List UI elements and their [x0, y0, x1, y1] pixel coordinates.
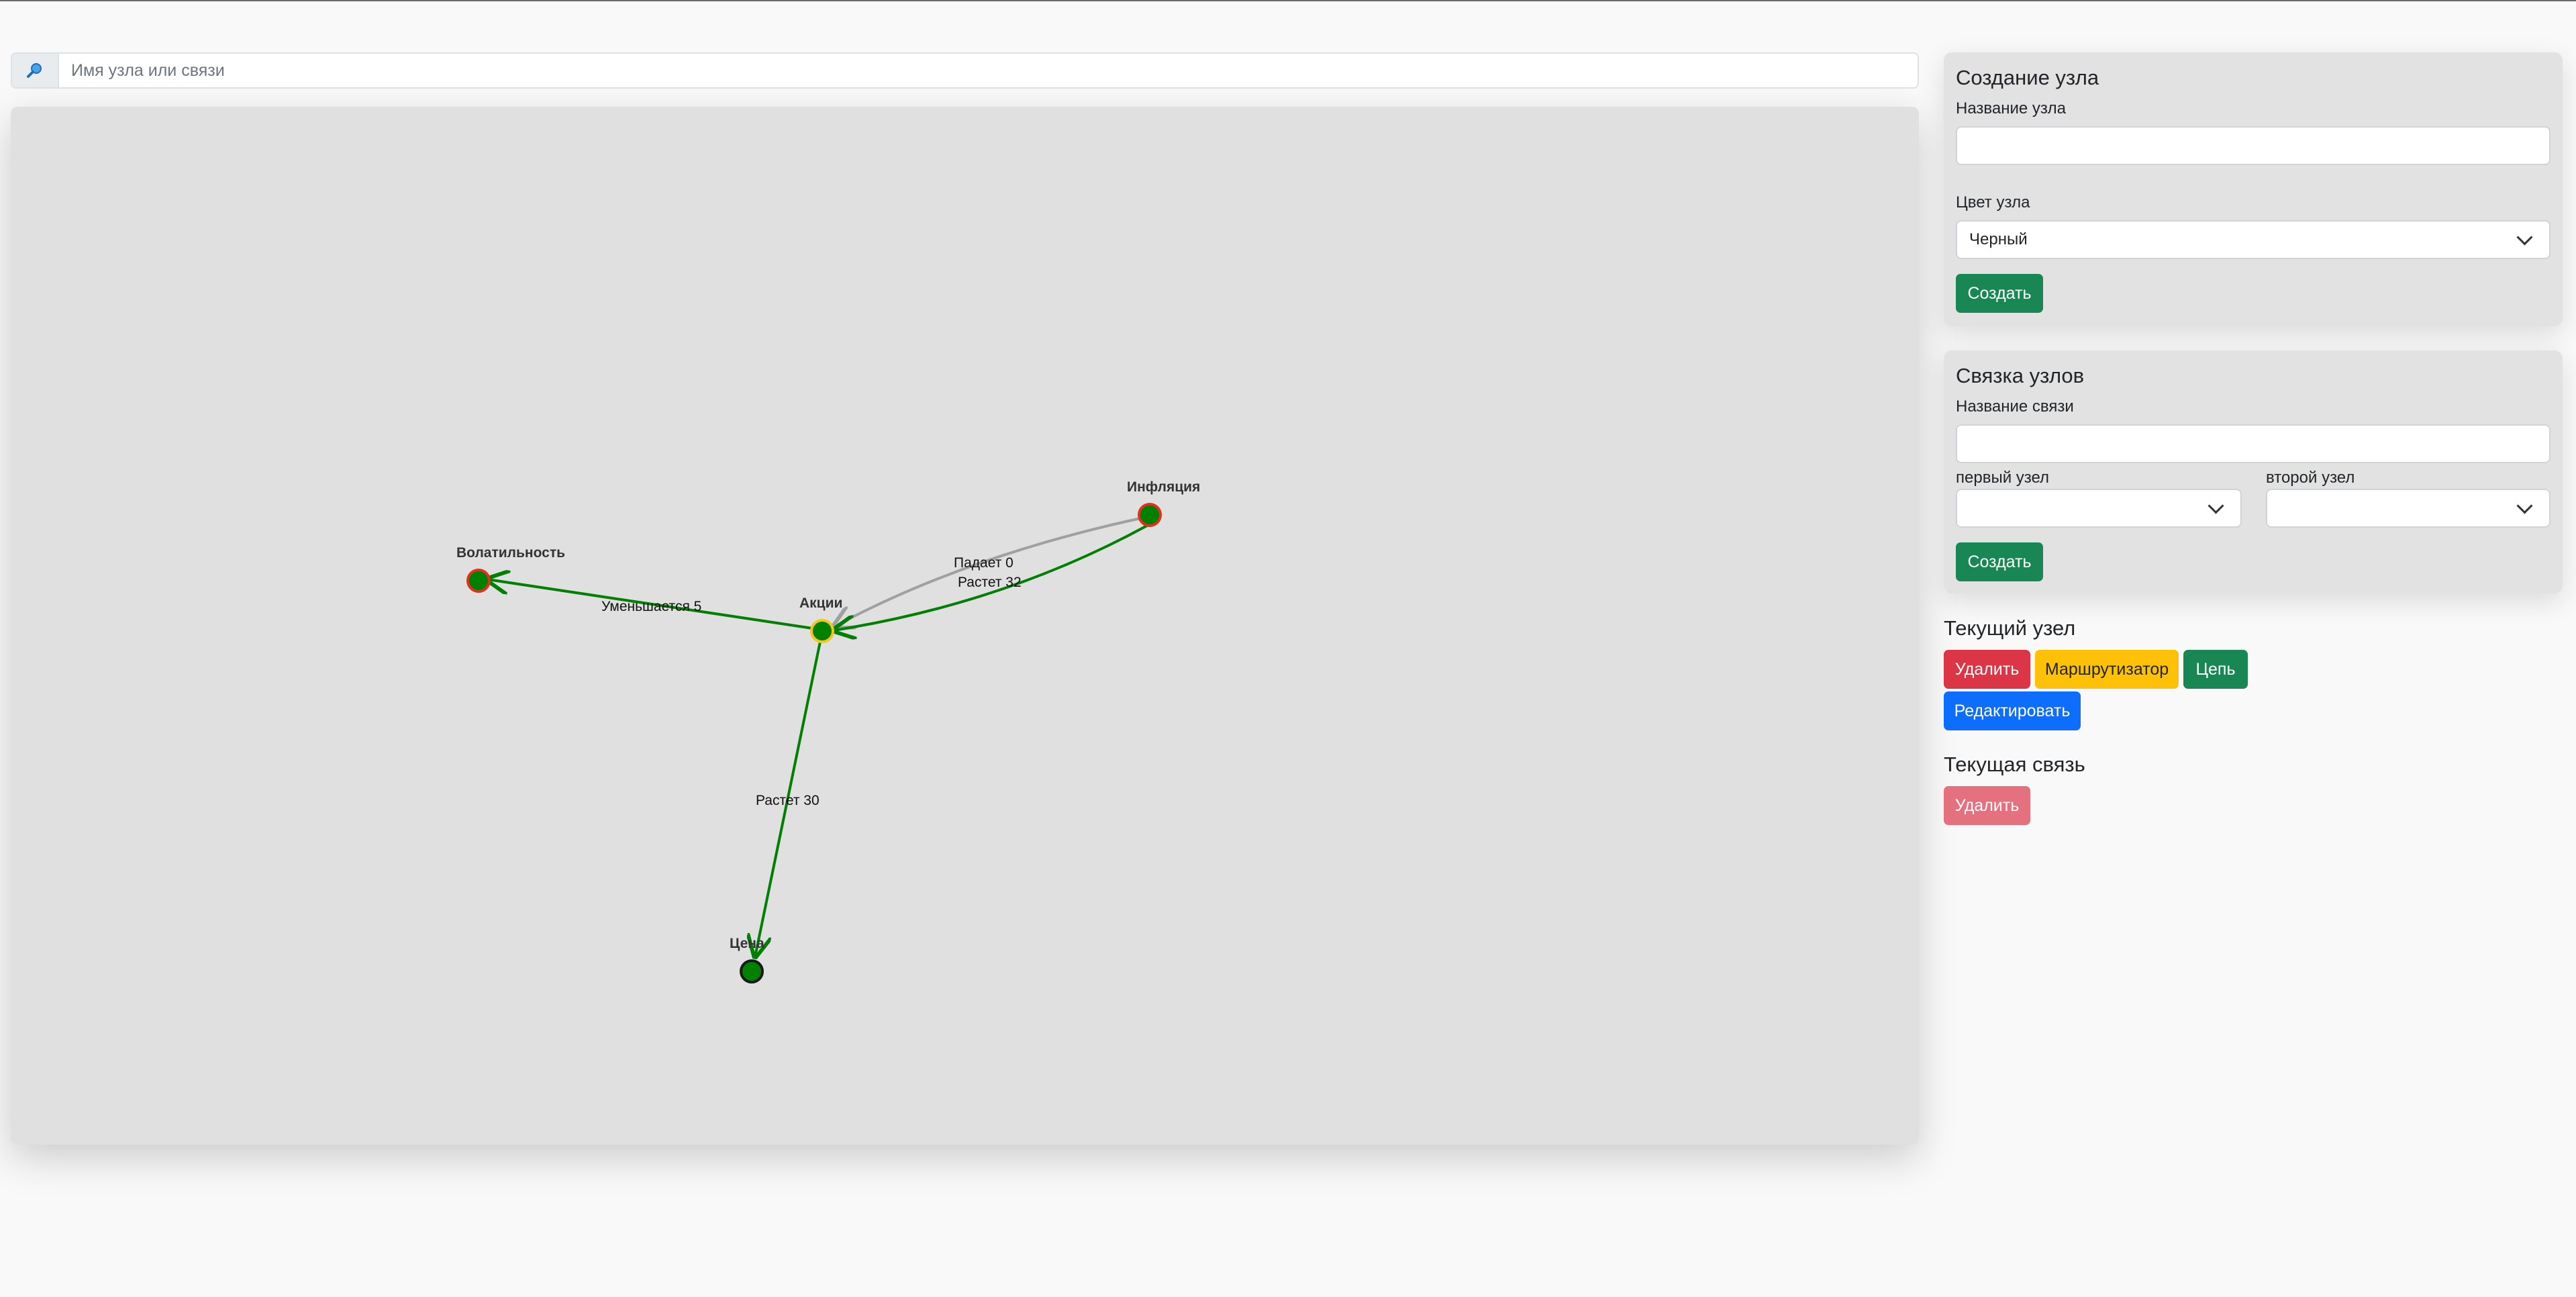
node-color-label: Цвет узла	[1956, 193, 2030, 211]
search-icon[interactable]	[12, 54, 59, 87]
second-node-select[interactable]	[2266, 489, 2550, 528]
node-label-price: Цена	[730, 936, 764, 951]
second-node-label: второй узел	[2266, 469, 2355, 487]
top-border	[0, 0, 2576, 1]
link-nodes-card: Связка узлов Название связи первый узел …	[1944, 350, 2563, 593]
node-name-input[interactable]	[1956, 126, 2550, 165]
edge-label-grows-30[interactable]: Растет 30	[756, 793, 820, 808]
create-link-button[interactable]: Создать	[1956, 542, 2043, 581]
delete-link-button[interactable]: Удалить	[1944, 786, 2030, 825]
router-button[interactable]: Маршрутизатор	[2035, 650, 2179, 689]
edge-label-falls-0[interactable]: Падает 0	[954, 555, 1013, 571]
edit-node-button[interactable]: Редактировать	[1944, 691, 2081, 730]
edge-label-grows-32[interactable]: Растет 32	[958, 575, 1022, 590]
node-name-label: Название узла	[1956, 99, 2067, 117]
chain-button[interactable]: Цепь	[2183, 650, 2248, 689]
node-volatility[interactable]	[466, 569, 491, 593]
node-label-volatility: Волатильность	[456, 545, 565, 561]
node-color-select[interactable]: Черный	[1956, 220, 2550, 259]
node-stocks[interactable]	[810, 619, 834, 643]
search-input[interactable]	[59, 54, 1918, 87]
edge-inflation-stocks-grows[interactable]	[834, 524, 1148, 630]
node-inflation[interactable]	[1138, 503, 1162, 527]
chevron-down-icon	[2516, 497, 2533, 514]
graph-canvas[interactable]: Уменьшается 5 Падает 0 Растет 32 Растет …	[11, 107, 1919, 1145]
node-price[interactable]	[740, 959, 764, 983]
edge-stocks-volatility[interactable]	[487, 579, 822, 631]
current-link-title: Текущая связь	[1944, 753, 2085, 776]
graph-svg[interactable]: Уменьшается 5 Падает 0 Растет 32 Растет …	[11, 107, 1919, 1145]
node-label-stocks: Акции	[799, 595, 842, 611]
link-name-input[interactable]	[1956, 424, 2550, 463]
create-node-card: Создание узла Название узла Цвет узла Че…	[1944, 52, 2563, 326]
chevron-down-icon	[2516, 228, 2533, 246]
node-label-inflation: Инфляция	[1127, 479, 1200, 495]
node-color-selected: Черный	[1969, 230, 2028, 248]
search-bar	[11, 52, 1919, 89]
edge-stocks-price[interactable]	[755, 638, 822, 957]
delete-node-button[interactable]: Удалить	[1944, 650, 2030, 689]
link-nodes-title: Связка узлов	[1956, 364, 2085, 387]
first-node-select[interactable]	[1956, 489, 2242, 528]
create-node-title: Создание узла	[1956, 66, 2099, 89]
first-node-label: первый узел	[1956, 469, 2050, 487]
edge-label-decreases-5[interactable]: Уменьшается 5	[601, 599, 701, 614]
edge-inflation-stocks-falls[interactable]	[834, 516, 1144, 627]
current-node-title: Текущий узел	[1944, 616, 2076, 640]
chevron-down-icon	[2208, 497, 2224, 514]
create-node-button[interactable]: Создать	[1956, 274, 2043, 313]
link-name-label: Название связи	[1956, 397, 2074, 416]
